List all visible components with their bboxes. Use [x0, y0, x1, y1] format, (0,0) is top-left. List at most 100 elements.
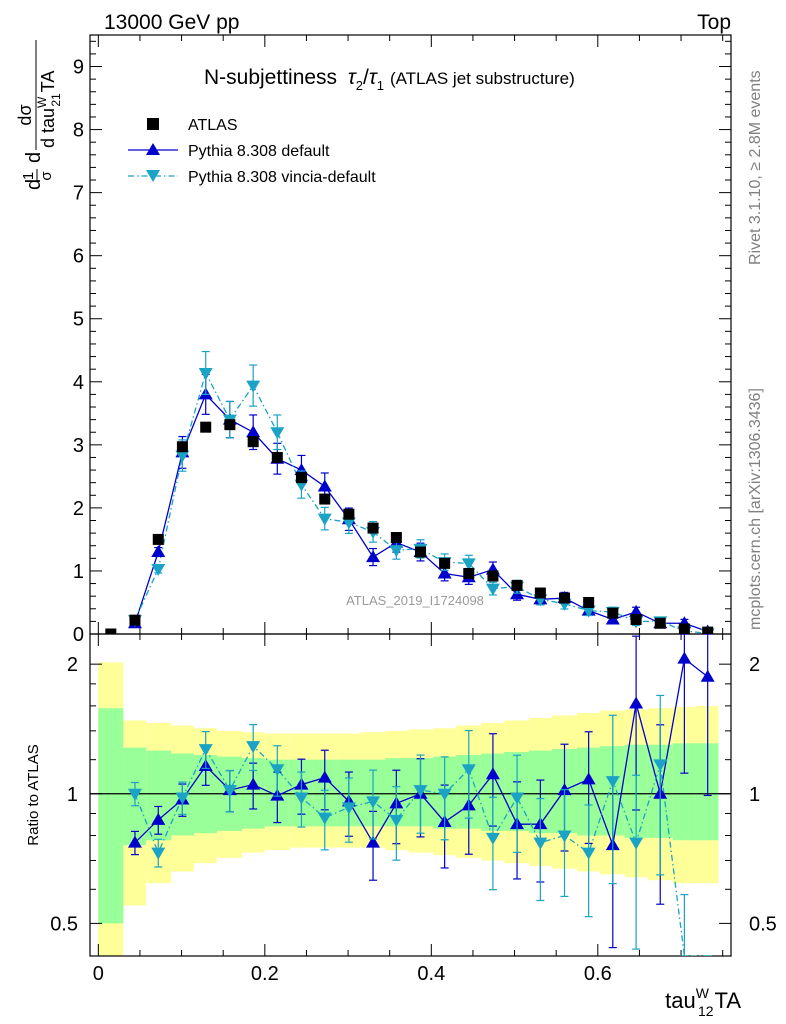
- ratio-point-default: [700, 669, 715, 682]
- ratio-point-vincia: [533, 837, 548, 850]
- point-atlas: [105, 628, 117, 634]
- point-atlas: [511, 579, 523, 591]
- point-atlas: [129, 614, 141, 626]
- x-tick-label: 0.6: [584, 963, 612, 985]
- point-default: [294, 463, 309, 476]
- ratio-point-vincia: [461, 764, 476, 777]
- ratio-point-vincia: [270, 764, 285, 777]
- point-atlas: [319, 493, 331, 505]
- point-vincia: [246, 380, 261, 393]
- legend-label-atlas: ATLAS: [188, 117, 238, 134]
- side-text-top: Rivet 3.1.10, ≥ 2.8M events: [747, 70, 764, 265]
- ratio-point-vincia: [198, 744, 213, 757]
- ratio-y-tick-label: 1: [67, 784, 78, 806]
- point-vincia: [581, 605, 596, 618]
- y-tick-label: 0: [73, 624, 84, 646]
- ratio-point-vincia: [366, 796, 381, 809]
- band-inner: [98, 708, 124, 924]
- title-suffix: (ATLAS jet substructure): [390, 69, 575, 88]
- point-default: [437, 566, 452, 579]
- ratio-point-default: [485, 767, 500, 780]
- point-vincia: [317, 513, 332, 526]
- band-inner: [695, 743, 719, 841]
- ratio-point-vincia: [294, 792, 309, 805]
- y-tick-label: 4: [73, 372, 84, 394]
- ratio-point-vincia: [557, 830, 572, 843]
- header-right: Top: [697, 11, 731, 34]
- legend-marker-vincia: [146, 170, 160, 182]
- ratio-point-vincia: [437, 788, 452, 801]
- x-tick-label: 0.2: [251, 963, 279, 985]
- ratio-y-tick-label-right: 1: [749, 784, 760, 806]
- point-atlas: [224, 419, 236, 431]
- ratio-point-vincia: [246, 741, 261, 754]
- point-atlas: [271, 451, 283, 463]
- ratio-y-axis-label: Ratio to ATLAS: [25, 744, 42, 845]
- point-atlas: [247, 436, 259, 448]
- point-atlas: [295, 472, 307, 484]
- ratio-point-default: [677, 651, 692, 664]
- point-vincia: [151, 564, 166, 577]
- point-atlas: [534, 587, 546, 599]
- ylabel-pre: d: [23, 179, 45, 190]
- ratio-point-vincia: [151, 847, 166, 860]
- ratio-point-default: [127, 835, 142, 848]
- point-atlas: [583, 596, 595, 608]
- ratio-point-vincia: [413, 785, 428, 798]
- legend: ATLAS Pythia 8.308 default Pythia 8.308 …: [128, 117, 376, 186]
- chart-title: N-subjettiness τ2/τ1 (ATLAS jet substruct…: [204, 66, 575, 93]
- point-vincia: [175, 450, 190, 463]
- point-atlas: [607, 607, 619, 619]
- point-atlas: [630, 613, 642, 625]
- ratio-point-vincia: [317, 812, 332, 825]
- ratio-point-vincia: [175, 792, 190, 805]
- ratio-point-vincia: [222, 785, 237, 798]
- ylabel-frac-num: 1: [20, 172, 37, 180]
- point-atlas: [176, 441, 188, 453]
- point-atlas: [463, 567, 475, 579]
- point-default: [246, 425, 261, 438]
- point-vincia: [389, 545, 404, 558]
- y-tick-label: 8: [73, 120, 84, 142]
- y-tick-label: 5: [73, 309, 84, 331]
- point-atlas: [702, 626, 714, 634]
- point-default: [151, 545, 166, 558]
- point-vincia: [485, 583, 500, 596]
- point-vincia: [461, 558, 476, 571]
- ratio-point-vincia: [127, 788, 142, 801]
- ratio-y-tick-label-right: 2: [749, 654, 760, 676]
- ratio-y-tick-label: 0.5: [50, 913, 78, 935]
- point-default: [366, 550, 381, 563]
- ratio-point-vincia: [341, 802, 356, 815]
- point-vincia: [341, 517, 356, 530]
- ratio-point-vincia: [510, 792, 525, 805]
- ratio-point-vincia: [389, 814, 404, 827]
- point-atlas: [367, 522, 379, 534]
- point-atlas: [678, 623, 690, 634]
- ylabel-den: d tauW21TA: [35, 71, 63, 148]
- chart-title-main: N-subjettiness: [204, 66, 337, 89]
- band-inner: [385, 758, 409, 827]
- ratio-point-default: [151, 812, 166, 825]
- point-atlas: [487, 570, 499, 582]
- ratio-point-default: [246, 777, 261, 790]
- ratio-y-tick-label: 2: [67, 654, 78, 676]
- title-slash: /: [363, 66, 369, 89]
- band-inner: [672, 743, 696, 841]
- side-text-bottom: mcplots.cern.ch [arXiv:1306.3436]: [747, 388, 764, 630]
- ratio-point-default: [366, 835, 381, 848]
- ratio-y-tick-label-right: 0.5: [749, 913, 777, 935]
- legend-label-default: Pythia 8.308 default: [188, 143, 330, 160]
- point-atlas: [390, 532, 402, 544]
- y-tick-label: 9: [73, 57, 84, 79]
- ratio-point-default: [629, 696, 644, 709]
- point-atlas: [414, 546, 426, 558]
- x-tick-label: 0: [93, 963, 104, 985]
- watermark: ATLAS_2019_I1724098: [346, 593, 484, 608]
- title-sub-a: 2: [356, 78, 363, 93]
- ratio-point-vincia: [629, 837, 644, 850]
- title-sub-b: 1: [377, 78, 384, 93]
- ratio-point-vincia: [581, 847, 596, 860]
